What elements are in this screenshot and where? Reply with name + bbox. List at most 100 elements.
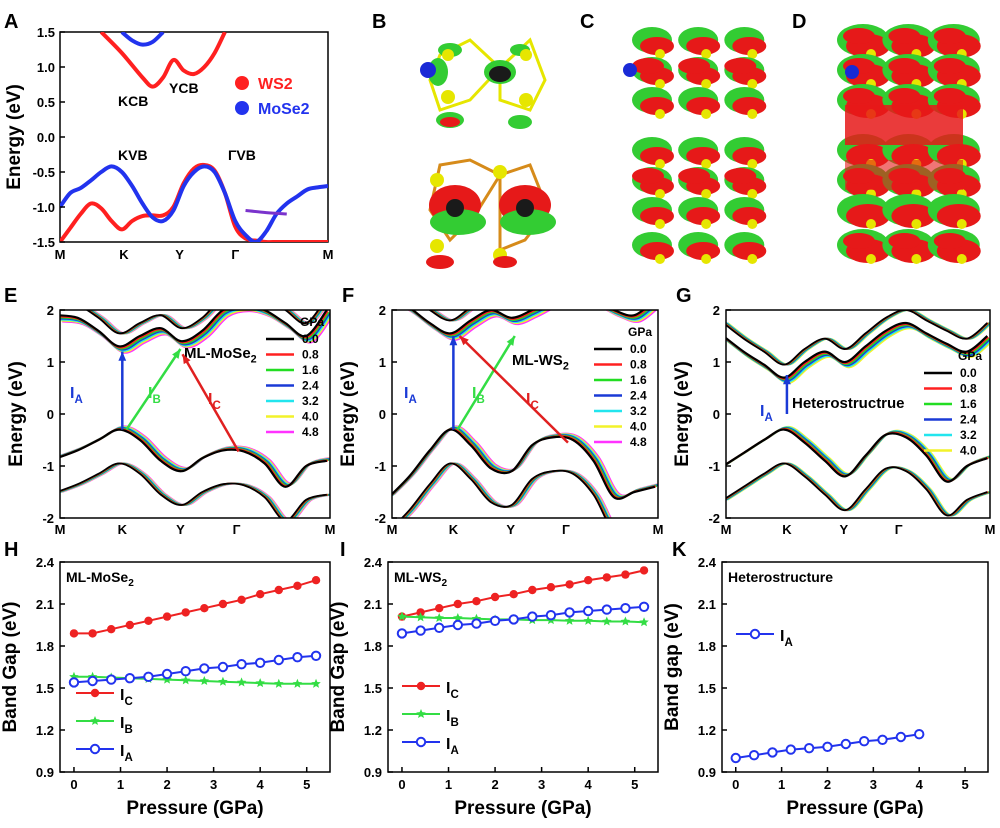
panel-c-blob-red <box>686 97 721 115</box>
panel-h-xtick: 3 <box>210 777 217 792</box>
transition-label: IB <box>472 385 485 406</box>
panel-a-ylabel: Energy (eV) <box>4 84 25 190</box>
annotation-kvb: KVB <box>118 147 148 163</box>
panel-i-title: ML-WS2 <box>394 569 447 589</box>
panel-e-ytick: 2 <box>47 303 54 318</box>
panel-label-e: E <box>4 285 17 307</box>
panel-d-blob-red <box>936 204 981 228</box>
panel-e-ytick: -1 <box>42 459 54 474</box>
panel-f-ytick: 0 <box>379 407 386 422</box>
panel-c-blob-red <box>632 168 664 184</box>
panel-f-ylabel: Energy (eV) <box>338 361 359 467</box>
transition-label: IC <box>208 391 221 412</box>
panel-c-blob-red <box>686 37 721 55</box>
data-point-ia <box>489 615 501 626</box>
panel-d-blob-red <box>933 233 966 249</box>
panel-e-xtick: Y <box>176 522 185 537</box>
data-point-ib <box>620 616 631 626</box>
legend-label-ib: IB <box>120 715 133 736</box>
panel-k-ytick: 2.4 <box>698 555 717 570</box>
panel-c-blob-red <box>732 37 767 55</box>
band-line-ws2-cb <box>99 32 227 89</box>
data-point-ib <box>415 612 426 622</box>
panel-c-blob-red <box>724 168 757 184</box>
panel-d-atom-s <box>956 219 967 229</box>
panel-k-ytick: 2.1 <box>698 597 716 612</box>
band-line-0.8 <box>60 427 329 488</box>
panel-i-ytick: 1.5 <box>364 681 382 696</box>
legend-marker <box>89 743 101 755</box>
panel-k-xtick: 5 <box>961 777 968 792</box>
panel-k-title: Heterostructure <box>728 569 833 585</box>
panel-k-ytick: 0.9 <box>698 765 716 780</box>
data-point-ib <box>180 675 191 685</box>
panel-i-xtick: 0 <box>398 777 405 792</box>
band-line-mose2 <box>60 164 328 242</box>
data-point-ib <box>602 616 612 626</box>
panel-c-atom-s <box>747 189 758 199</box>
transition-label: IA <box>404 385 417 406</box>
data-point-ia <box>748 750 760 761</box>
transition-arrow <box>458 335 569 444</box>
data-point-ia <box>68 677 80 688</box>
panel-c-atom-s <box>701 254 712 264</box>
legend-label: 0.0 <box>630 342 647 356</box>
panel-c-blob-red <box>640 242 674 260</box>
panel-e-xtick: Γ <box>233 522 241 537</box>
legend-label-ic: IC <box>446 680 459 701</box>
panel-c-blob-red <box>686 242 721 260</box>
transition-arrow-head <box>182 354 191 365</box>
panel-d-blob-red <box>843 28 875 44</box>
data-point-ic <box>453 599 463 609</box>
panel-c-atom-s <box>701 189 712 199</box>
band-line-ws2 <box>60 162 328 242</box>
band-line-0.0 <box>726 428 988 483</box>
panel-h-gap-mose2: 2.4 2.1 1.8 1.5 1.2 0.9 0 1 2 3 4 5 Pressure (GPa) Ba… <box>0 555 331 819</box>
legend-label: 2.4 <box>630 389 647 403</box>
data-point-ic <box>472 597 481 606</box>
panel-k-xtick: 1 <box>778 777 785 792</box>
panel-k-ylabel: Band gap (eV) <box>662 603 683 731</box>
data-point-ib <box>583 615 593 625</box>
panel-c-blob-red <box>732 147 767 165</box>
panel-i-xtick: 2 <box>491 777 498 792</box>
data-point-ia <box>471 618 482 629</box>
panel-g-xtick: M <box>985 522 996 537</box>
data-point-ic <box>107 625 116 634</box>
panel-d-dense-region <box>845 160 963 190</box>
band-line-0.0 <box>392 428 656 500</box>
panel-c-atom-s <box>747 254 758 264</box>
data-point-ia <box>87 675 98 687</box>
panel-d-blob-red <box>888 233 921 249</box>
legend-marker-mose2 <box>235 101 249 115</box>
panel-h-ytick: 1.8 <box>36 639 54 654</box>
data-point-ic <box>546 583 556 592</box>
transition-arrow <box>181 353 240 453</box>
panel-c-blob-red <box>724 58 757 74</box>
panel-c-atom-s <box>655 49 665 59</box>
panel-a-xtick: Γ <box>231 247 239 262</box>
panel-k-gap-heterostructure: 2.4 2.1 1.8 1.5 1.2 0.9 0 1 2 3 4 5 Pressure (GPa) Ba… <box>662 555 989 819</box>
data-point-ia <box>822 741 833 752</box>
transition-label: IC <box>526 391 539 412</box>
panel-label-h: H <box>4 539 18 561</box>
panel-e-ytick: 0 <box>47 407 54 422</box>
data-point-ia <box>124 673 136 684</box>
legend-label: 3.2 <box>302 394 319 408</box>
panel-a-ytick: -1.5 <box>33 235 55 250</box>
panel-c-blob-red <box>640 97 674 115</box>
panel-label-f: F <box>342 285 354 307</box>
panel-k-frame <box>721 561 989 773</box>
data-point-ia <box>106 674 117 685</box>
panel-g-ytick: 2 <box>713 303 720 318</box>
data-point-ia <box>914 729 925 740</box>
panel-d-blob-red <box>933 88 966 104</box>
annotation-ycb: YCB <box>169 80 199 96</box>
panel-i-xlabel: Pressure (GPa) <box>454 798 591 819</box>
panel-f-xtick: K <box>449 522 459 537</box>
transition-arrow-head <box>118 351 127 361</box>
data-point-ia <box>620 603 631 614</box>
